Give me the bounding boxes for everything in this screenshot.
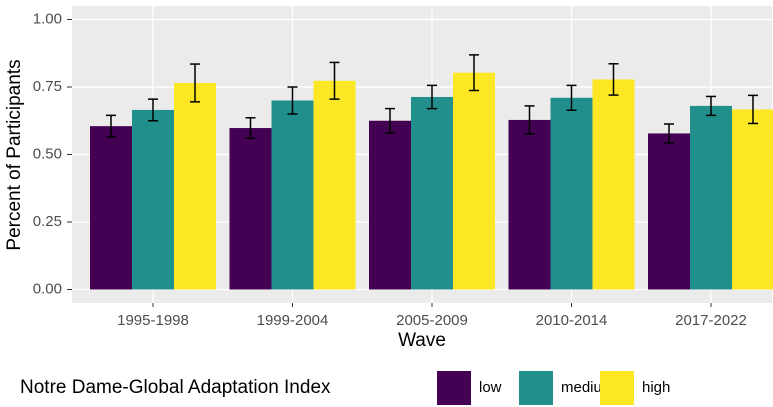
x-tick-label: 2010-2014 <box>536 312 608 329</box>
y-tick-label: 0.50 <box>33 145 62 162</box>
bar <box>313 80 356 290</box>
legend-key <box>519 371 553 405</box>
y-tick-label: 0.25 <box>33 213 62 230</box>
bar <box>508 119 551 290</box>
bar <box>229 128 272 290</box>
y-axis-title: Percent of Participants <box>4 59 25 250</box>
bar <box>174 82 216 290</box>
x-axis-title: Wave <box>398 330 446 351</box>
y-tick-label: 0.75 <box>33 78 62 95</box>
bar <box>90 126 132 290</box>
x-tick-label: 1999-2004 <box>257 312 329 329</box>
y-tick-label: 0.00 <box>33 280 62 297</box>
bar <box>648 133 690 290</box>
bar <box>550 97 593 290</box>
x-tick-label: 2005-2009 <box>396 312 468 329</box>
y-tick-label: 1.00 <box>33 10 62 27</box>
bar <box>732 109 773 290</box>
x-tick-label: 2017-2022 <box>675 312 747 329</box>
bar <box>369 120 411 290</box>
bar <box>411 96 453 290</box>
bar <box>690 105 732 290</box>
bar <box>592 79 635 290</box>
legend-label: low <box>479 379 502 396</box>
bar <box>132 109 174 290</box>
legend-key <box>437 371 471 405</box>
legend-label: high <box>642 379 670 396</box>
x-tick-label: 1995-1998 <box>117 312 189 329</box>
legend-title: Notre Dame-Global Adaptation Index <box>20 377 331 398</box>
legend-key <box>600 371 634 405</box>
bar <box>453 72 495 290</box>
bar <box>271 100 314 290</box>
